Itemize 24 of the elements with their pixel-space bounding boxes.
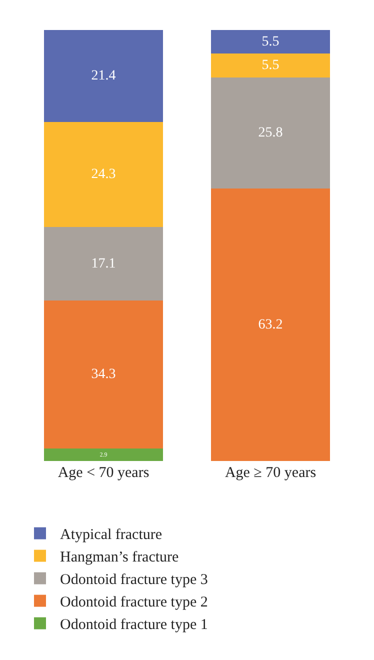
bar bbox=[211, 188, 330, 461]
bar bbox=[211, 77, 330, 189]
x-tick-label: Age ≥ 70 years bbox=[224, 465, 316, 481]
legend-label: Odontoid fracture type 1 bbox=[60, 617, 208, 634]
bar bbox=[211, 54, 330, 78]
data-label: 24.3 bbox=[91, 167, 116, 182]
data-label: 34.3 bbox=[91, 367, 116, 382]
data-label: 63.2 bbox=[258, 317, 283, 332]
legend-label: Hangman’s fracture bbox=[60, 550, 180, 566]
legend-label: Odontoid fracture type 2 bbox=[60, 594, 208, 611]
data-label: 5.5 bbox=[262, 34, 280, 50]
legend-label: Atypical fracture bbox=[60, 527, 162, 544]
data-label: 25.8 bbox=[258, 126, 283, 141]
data-label: 21.4 bbox=[91, 68, 116, 84]
x-tick-label: Age < 70 years bbox=[58, 465, 150, 481]
bar bbox=[44, 226, 163, 301]
bar bbox=[44, 300, 163, 448]
bar bbox=[44, 30, 163, 122]
data-label: 5.5 bbox=[262, 58, 280, 74]
legend-label: Odontoid fracture type 3 bbox=[60, 572, 208, 588]
bar bbox=[44, 122, 163, 227]
data-label: 17.1 bbox=[91, 256, 116, 272]
bar bbox=[211, 30, 330, 54]
bar bbox=[44, 448, 163, 461]
